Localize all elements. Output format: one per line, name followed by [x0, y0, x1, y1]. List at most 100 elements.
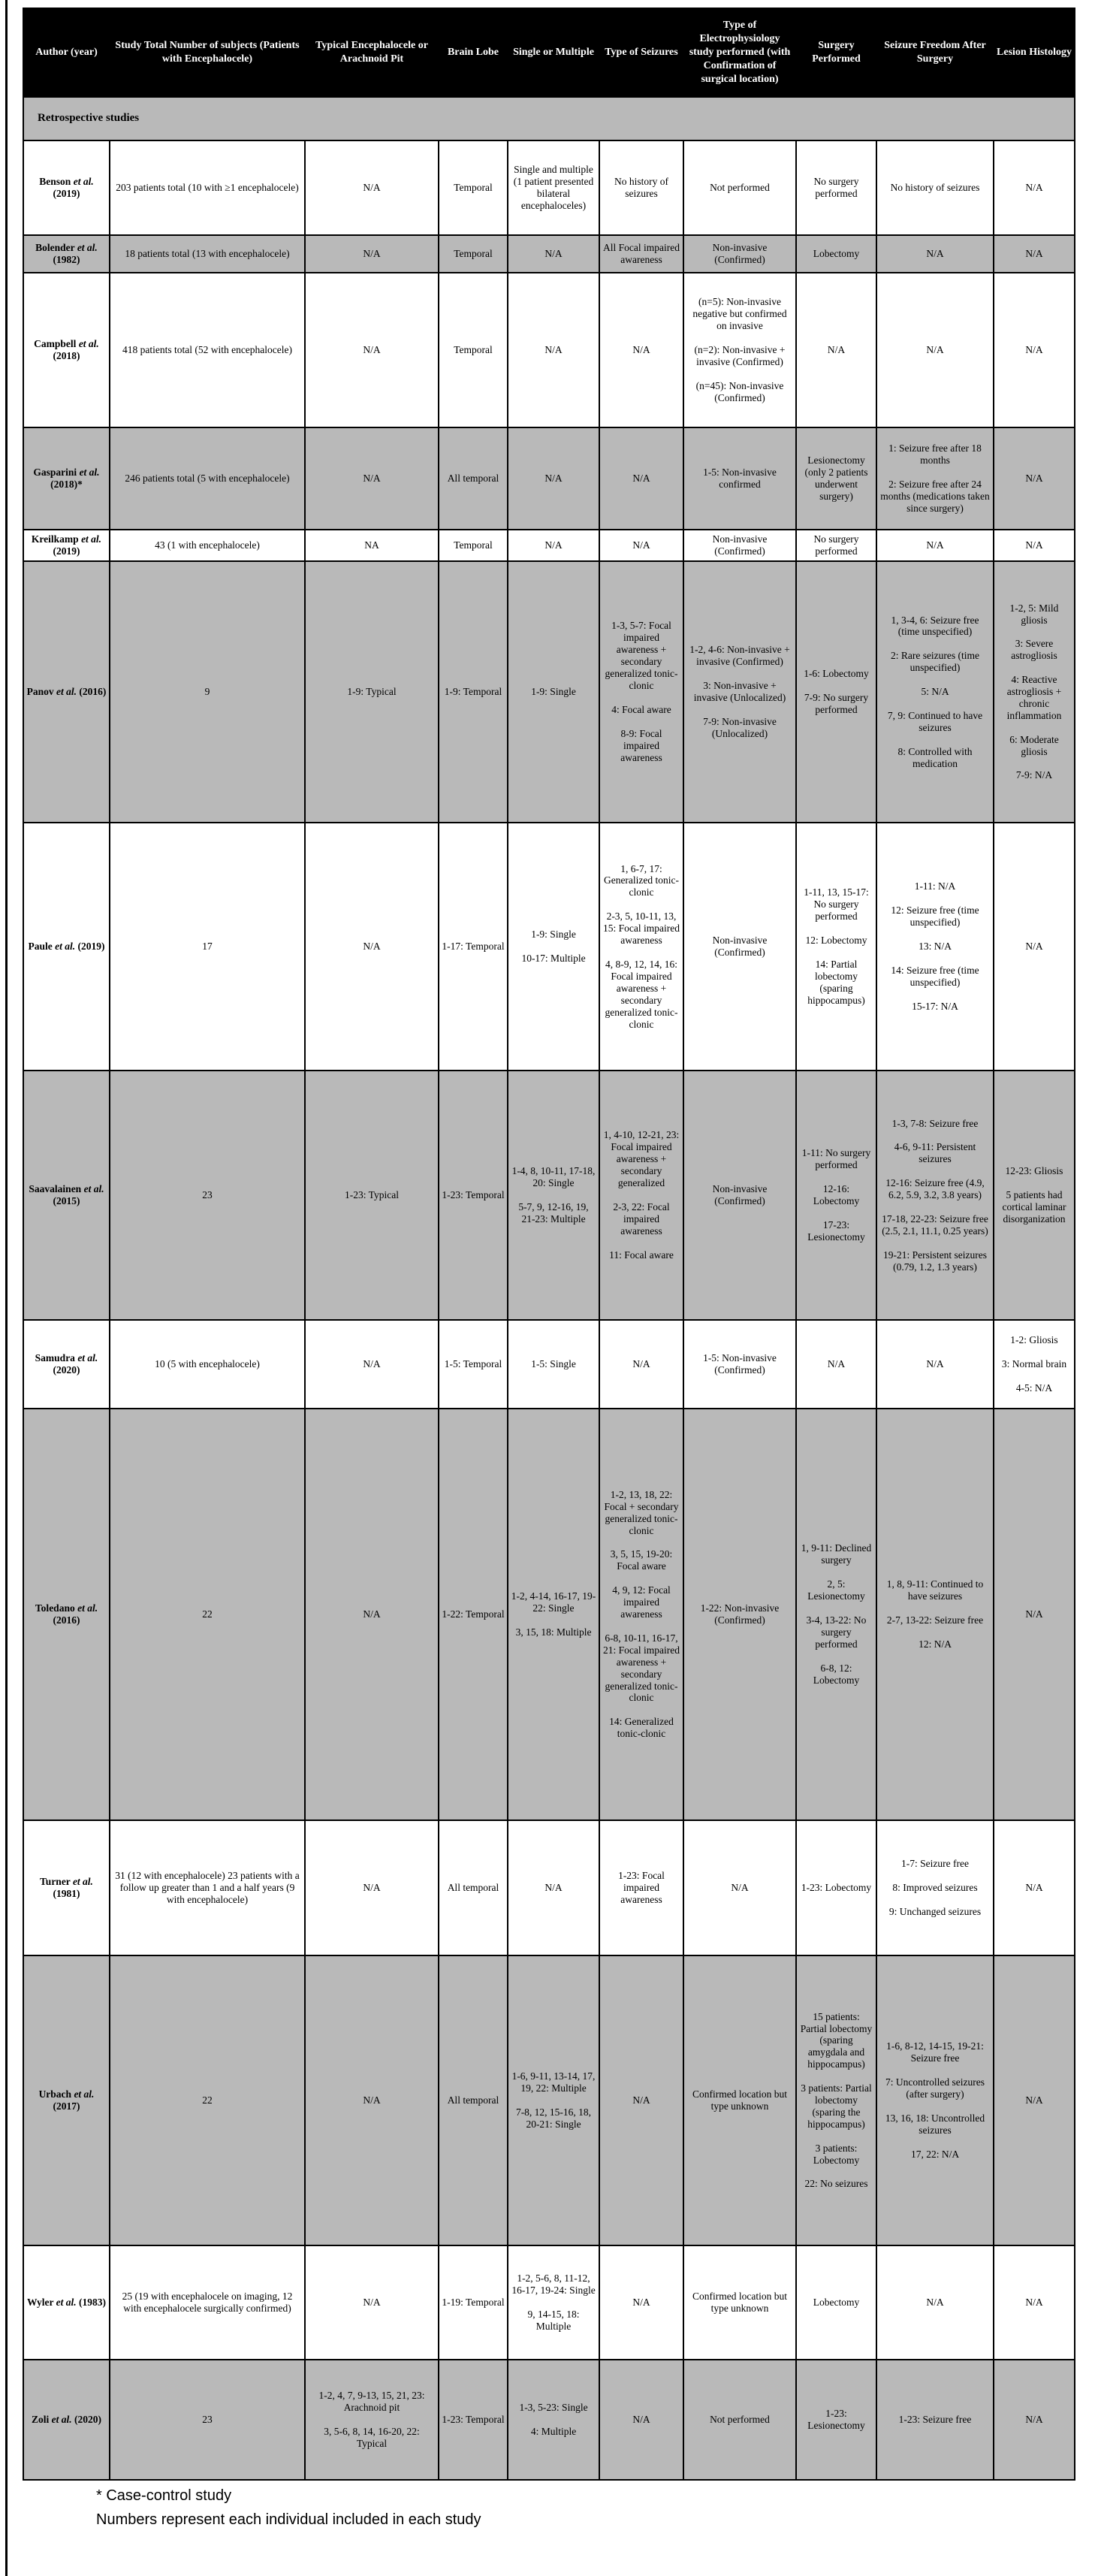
- data-cell: N/A: [304, 1820, 439, 1956]
- data-cell: 1-23: Typical: [304, 1070, 439, 1321]
- data-cell: 1-9: Single: [507, 560, 600, 823]
- data-cell: Non-invasive (Confirmed): [683, 822, 797, 1071]
- table-row: Zoli et al. (2020) 23 1-2, 4, 7, 9-13, 15,…: [23, 2359, 1075, 2481]
- data-cell: N/A: [507, 427, 600, 530]
- data-cell: 1, 4-10, 12-21, 23: Focal impaired aware…: [599, 1070, 684, 1321]
- data-cell: N/A: [795, 1319, 877, 1409]
- data-cell: N/A: [304, 272, 439, 428]
- data-cell: 1-23: Temporal: [438, 1070, 508, 1321]
- data-cell: 418 patients total (52 with encephalocel…: [109, 272, 306, 428]
- data-cell: 1-4, 8, 10-11, 17-18, 20: Single 5-7, 9,…: [507, 1070, 600, 1321]
- data-cell: 1-7: Seizure free 8: Improved seizures 9…: [876, 1820, 994, 1956]
- data-cell: 1, 8, 9-11: Continued to have seizures 2…: [876, 1408, 994, 1821]
- data-cell: 1-2, 5-6, 8, 11-12, 16-17, 19-24: Single…: [507, 2245, 600, 2360]
- data-cell: All temporal: [438, 1820, 508, 1956]
- table-row: Kreilkamp et al. (2019) 43 (1 with enceph…: [23, 529, 1075, 562]
- data-cell: 1-2: Gliosis 3: Normal brain 4-5: N/A: [993, 1319, 1075, 1409]
- author-cell: Samudra et al. (2020): [23, 1319, 110, 1409]
- table-row: Saavalainen et al. (2015) 23 1-23: Typical…: [23, 1070, 1075, 1321]
- data-cell: 43 (1 with encephalocele): [109, 529, 306, 562]
- data-cell: 1-17: Temporal: [438, 822, 508, 1071]
- table-row: Samudra et al. (2020) 10 (5 with encephal…: [23, 1319, 1075, 1409]
- author-cell: Kreilkamp et al. (2019): [23, 529, 110, 562]
- data-cell: 12-23: Gliosis 5 patients had cortical l…: [993, 1070, 1075, 1321]
- data-cell: 1-2, 4-14, 16-17, 19-22: Single 3, 15, 1…: [507, 1408, 600, 1821]
- column-header: Surgery Performed: [795, 8, 877, 98]
- data-cell: 1-5: Non-invasive (Confirmed): [683, 1319, 797, 1409]
- data-cell: 1-3, 7-8: Seizure free 4-6, 9-11: Persis…: [876, 1070, 994, 1321]
- data-cell: N/A: [599, 427, 684, 530]
- column-header: Type of Electrophysiology study performe…: [683, 8, 797, 98]
- author-cell: Gasparini et al. (2018)*: [23, 427, 110, 530]
- data-cell: 15 patients: Partial lobectomy (sparing …: [795, 1955, 877, 2246]
- column-header: Seizure Freedom After Surgery: [876, 8, 994, 98]
- data-cell: 23: [109, 1070, 306, 1321]
- table-body: Retrospective studies Benson et al. (201…: [23, 96, 1075, 2481]
- data-cell: 1, 6-7, 17: Generalized tonic-clonic 2-3…: [599, 822, 684, 1071]
- column-header: Type of Seizures: [599, 8, 684, 98]
- data-cell: 22: [109, 1408, 306, 1821]
- data-cell: 1-11: No surgery performed 12-16: Lobect…: [795, 1070, 877, 1321]
- data-cell: N/A: [876, 1319, 994, 1409]
- section-row: Retrospective studies: [23, 96, 1075, 141]
- data-cell: 1-23: Focal impaired awareness: [599, 1820, 684, 1956]
- data-cell: N/A: [993, 234, 1075, 273]
- data-cell: No surgery performed: [795, 529, 877, 562]
- data-cell: Non-invasive (Confirmed): [683, 1070, 797, 1321]
- data-cell: 10 (5 with encephalocele): [109, 1319, 306, 1409]
- data-cell: 203 patients total (10 with ≥1 encephalo…: [109, 140, 306, 236]
- data-cell: 1-23: Lobectomy: [795, 1820, 877, 1956]
- data-cell: No history of seizures: [599, 140, 684, 236]
- data-cell: N/A: [993, 272, 1075, 428]
- data-cell: N/A: [599, 2245, 684, 2360]
- data-cell: N/A: [876, 529, 994, 562]
- data-cell: 1-6, 8-12, 14-15, 19-21: Seizure free 7:…: [876, 1955, 994, 2246]
- data-cell: 1-5: Single: [507, 1319, 600, 1409]
- data-cell: 1-5: Non-invasive confirmed: [683, 427, 797, 530]
- column-header: Study Total Number of subjects (Patients…: [109, 8, 306, 98]
- data-cell: 22: [109, 1955, 306, 2246]
- table-row: Turner et al. (1981) 31 (12 with encephal…: [23, 1820, 1075, 1956]
- data-cell: 1-9: Typical: [304, 560, 439, 823]
- data-cell: 1, 3-4, 6: Seizure free (time unspecifie…: [876, 560, 994, 823]
- data-cell: 1: Seizure free after 18 months 2: Seizu…: [876, 427, 994, 530]
- data-cell: 1-19: Temporal: [438, 2245, 508, 2360]
- table-row: Urbach et al. (2017) 22 N/A All temporal 1-6…: [23, 1955, 1075, 2246]
- table-row: Gasparini et al. (2018)* 246 patients tot…: [23, 427, 1075, 530]
- header-row: Author (year) Study Total Number of subje…: [23, 8, 1075, 98]
- data-cell: N/A: [993, 529, 1075, 562]
- data-cell: Lobectomy: [795, 234, 877, 273]
- data-cell: N/A: [507, 529, 600, 562]
- data-cell: N/A: [304, 140, 439, 236]
- author-cell: Urbach et al. (2017): [23, 1955, 110, 2246]
- data-cell: Non-invasive (Confirmed): [683, 234, 797, 273]
- data-cell: N/A: [993, 1820, 1075, 1956]
- table-row: Toledano et al. (2016) 22 N/A 1-22: Tempora…: [23, 1408, 1075, 1821]
- page-left-border: [5, 0, 8, 2576]
- column-header: Typical Encephalocele or Arachnoid Pit: [304, 8, 439, 98]
- table-row: Campbell et al. (2018) 418 patients total…: [23, 272, 1075, 428]
- data-cell: 9: [109, 560, 306, 823]
- data-cell: Temporal: [438, 529, 508, 562]
- table-row: Benson et al. (2019) 203 patients total (…: [23, 140, 1075, 236]
- data-cell: N/A: [795, 272, 877, 428]
- data-cell: Single and multiple (1 patient presented…: [507, 140, 600, 236]
- data-cell: 25 (19 with encephalocele on imaging, 12…: [109, 2245, 306, 2360]
- data-cell: 31 (12 with encephalocele) 23 patients w…: [109, 1820, 306, 1956]
- data-cell: All temporal: [438, 1955, 508, 2246]
- data-cell: 1-2, 4-6: Non-invasive + invasive (Confi…: [683, 560, 797, 823]
- data-cell: N/A: [304, 1319, 439, 1409]
- data-cell: Lesionectomy (only 2 patients underwent …: [795, 427, 877, 530]
- data-cell: N/A: [599, 2359, 684, 2481]
- data-cell: N/A: [683, 1820, 797, 1956]
- data-cell: 1-2, 4, 7, 9-13, 15, 21, 23: Arachnoid p…: [304, 2359, 439, 2481]
- footnote-numbers: Numbers represent each individual includ…: [96, 2511, 481, 2528]
- data-cell: N/A: [993, 140, 1075, 236]
- studies-table: Author (year) Study Total Number of subje…: [23, 8, 1075, 2481]
- data-cell: Not performed: [683, 140, 797, 236]
- author-cell: Panov et al. (2016): [23, 560, 110, 823]
- data-cell: N/A: [304, 234, 439, 273]
- column-header: Author (year): [23, 8, 110, 98]
- data-cell: All temporal: [438, 427, 508, 530]
- data-cell: 1-5: Temporal: [438, 1319, 508, 1409]
